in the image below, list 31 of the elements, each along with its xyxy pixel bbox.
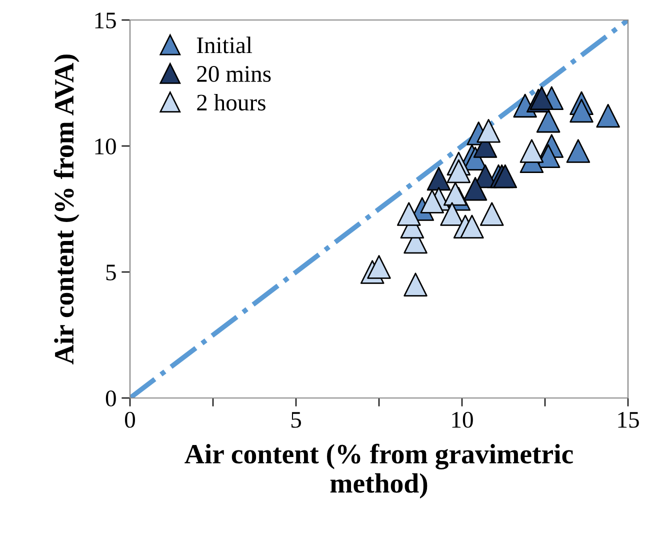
y-tick-label: 0: [106, 390, 116, 406]
point: [460, 214, 484, 239]
point: [530, 86, 554, 110]
point: [480, 202, 504, 226]
x-tick-label: 0: [124, 412, 136, 428]
point: [476, 118, 500, 143]
point: [493, 164, 518, 188]
point: [420, 190, 444, 214]
point: [367, 255, 391, 279]
y-axis-title: Air content (% from AVA): [54, 54, 80, 364]
x-tick-label: 10: [452, 412, 473, 428]
x-axis-title: Air content (% from gravimetric method): [184, 444, 573, 498]
point: [396, 202, 421, 226]
point: [463, 176, 488, 201]
point: [440, 202, 464, 226]
point: [520, 139, 544, 163]
y-tick-label: 15: [95, 12, 116, 28]
legend-label: 2 hours: [197, 94, 266, 111]
point: [566, 139, 590, 163]
point: [443, 182, 468, 206]
y-tick-label: 5: [106, 264, 116, 280]
legend-label: 20 mins: [197, 66, 271, 82]
legend-label: Initial: [196, 36, 252, 54]
point: [446, 159, 471, 184]
point: [596, 104, 620, 128]
point: [570, 98, 594, 123]
point: [404, 272, 428, 296]
point: [426, 166, 451, 191]
x-tick-label: 5: [291, 412, 301, 428]
x-tick-label: 15: [618, 412, 639, 428]
y-tick-label: 10: [95, 138, 116, 154]
